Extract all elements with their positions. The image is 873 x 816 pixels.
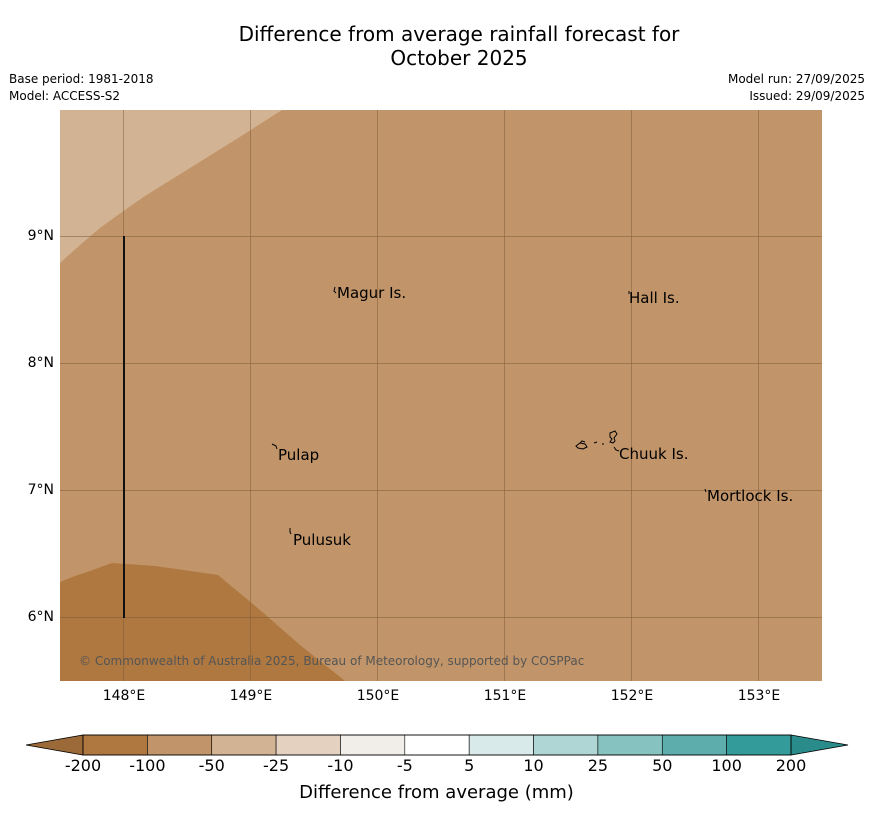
- meta-right: Model run: 27/09/2025 Issued: 29/09/2025: [728, 71, 865, 105]
- island-chuuk: [575, 430, 620, 452]
- colorbar-label: Difference from average (mm): [299, 782, 574, 803]
- model-name: Model: ACCESS-S2: [9, 89, 121, 103]
- colorbar-frame: [82, 734, 792, 756]
- lat-label-7n: 7°N: [27, 482, 54, 498]
- place-mortlock: Mortlock Is.: [707, 487, 794, 505]
- place-chuuk: Chuuk Is.: [619, 445, 689, 463]
- colorbar-tick-label: -50: [198, 756, 225, 775]
- place-pulusuk: Pulusuk: [293, 531, 351, 549]
- colorbar-tick-label: -100: [129, 756, 166, 775]
- lon-label-152e: 152°E: [610, 688, 654, 704]
- lat-label-9n: 9°N: [27, 228, 54, 244]
- island-pulusuk: [289, 528, 292, 535]
- place-pulap: Pulap: [278, 446, 320, 464]
- colorbar-tick-label: 10: [523, 756, 544, 775]
- lon-label-150e: 150°E: [356, 688, 400, 704]
- chart-title: Difference from average rainfall forecas…: [45, 22, 873, 70]
- island-magur: [333, 286, 337, 294]
- colorbar-segments: [82, 734, 792, 756]
- colorbar-segment: [82, 734, 148, 756]
- region-minus-25: [60, 110, 282, 263]
- colorbar-segment: [275, 734, 341, 756]
- colorbar-segment: [211, 734, 277, 756]
- colorbar: [25, 734, 849, 756]
- colorbar-segment: [404, 734, 470, 756]
- lon-label-151e: 151°E: [483, 688, 527, 704]
- place-magur: Magur Is.: [337, 284, 407, 302]
- colorbar-segment: [147, 734, 213, 756]
- lon-label-148e: 148°E: [102, 688, 146, 704]
- colorbar-extend-high: [790, 734, 849, 756]
- colorbar-extend-low: [25, 734, 84, 756]
- colorbar-tick-label: -200: [64, 756, 102, 775]
- island-mortlock: [704, 488, 707, 493]
- colorbar-tick-label: -5: [396, 756, 413, 775]
- copyright-notice: © Commonwealth of Australia 2025, Bureau…: [79, 654, 585, 668]
- colorbar-segment: [340, 734, 406, 756]
- lat-label-6n: 6°N: [27, 609, 54, 625]
- lat-label-8n: 8°N: [27, 355, 54, 371]
- colorbar-tick-label: 100: [711, 756, 742, 775]
- title-line-1: Difference from average rainfall forecas…: [238, 22, 680, 46]
- island-outlines: [271, 286, 707, 535]
- island-pulap: [271, 443, 278, 450]
- colorbar-tick-label: 5: [464, 756, 475, 775]
- lon-label-153e: 153°E: [737, 688, 781, 704]
- colorbar-tick-label: 50: [652, 756, 673, 775]
- colorbar-tick-label: 200: [775, 756, 807, 775]
- lon-label-149e: 149°E: [229, 688, 273, 704]
- colorbar-tick-label: -25: [263, 756, 290, 775]
- meta-left: Base period: 1981-2018 Model: ACCESS-S2: [9, 71, 154, 105]
- place-hall: Hall Is.: [629, 289, 680, 307]
- colorbar-segment: [468, 734, 534, 756]
- colorbar-segment: [661, 734, 727, 756]
- colorbar-tick-label: -10: [327, 756, 354, 775]
- colorbar-segment: [597, 734, 663, 756]
- issued-date: Issued: 29/09/2025: [749, 89, 865, 103]
- colorbar-segment: [533, 734, 599, 756]
- colorbar-segment: [726, 734, 792, 756]
- model-run: Model run: 27/09/2025: [727, 72, 865, 86]
- title-line-2: October 2025: [390, 46, 528, 70]
- colorbar-tick-label: 25: [587, 756, 609, 775]
- region-minus-100: [60, 563, 345, 681]
- base-period: Base period: 1981-2018: [9, 72, 154, 86]
